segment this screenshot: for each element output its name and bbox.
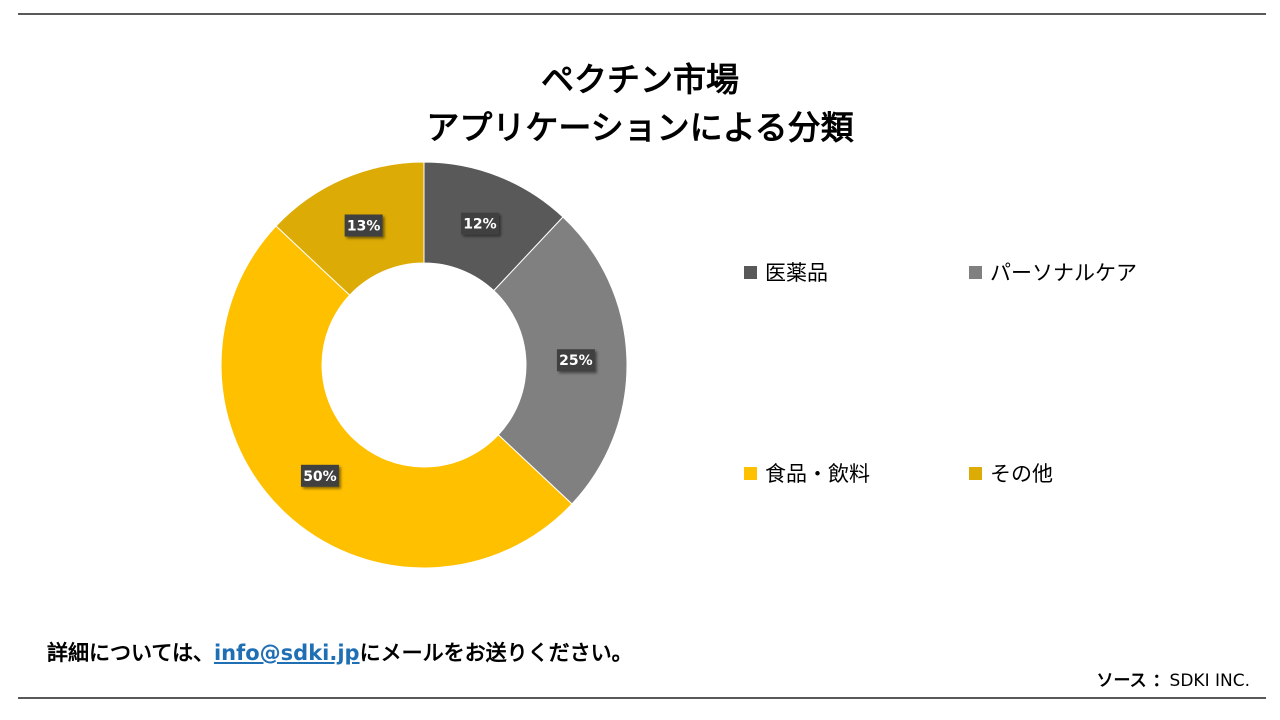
- source-value: SDKI INC.: [1169, 671, 1250, 691]
- data-label-pharma: 12%: [460, 212, 499, 235]
- data-label-box: [344, 214, 383, 237]
- chart-title: ペクチン市場 アプリケーションによる分類: [0, 56, 1280, 152]
- legend-swatch: [969, 466, 982, 480]
- data-label-personal-care: 25%: [556, 349, 595, 372]
- data-label-other: 13%: [344, 214, 383, 237]
- legend-label: 医薬品: [765, 261, 828, 285]
- footer-note: 詳細については、info@sdki.jpにメールをお送りください。: [47, 637, 633, 667]
- data-label-text: 50%: [303, 469, 337, 485]
- legend-label: その他: [990, 462, 1053, 486]
- legend-item-pharma: 医薬品: [744, 257, 828, 287]
- legend-swatch: [744, 265, 757, 279]
- source-label: ソース ：: [1096, 671, 1170, 691]
- email-link[interactable]: info@sdki.jp: [213, 641, 360, 665]
- source-credit: ソース ：SDKI INC.: [1096, 666, 1250, 691]
- data-label-box: [556, 349, 595, 372]
- legend-label: 食品・飲料: [765, 462, 870, 486]
- data-label-food-beverage: 50%: [300, 464, 339, 487]
- legend-swatch: [744, 466, 757, 480]
- legend-label: パーソナルケア: [990, 261, 1137, 285]
- data-label-box: [460, 212, 499, 235]
- bottom-rule: [18, 697, 1266, 699]
- legend-item-food-beverage: 食品・飲料: [744, 458, 870, 488]
- top-rule: [18, 13, 1266, 15]
- legend-swatch: [969, 265, 982, 279]
- footer-note-suffix: にメールをお送りください。: [359, 641, 633, 665]
- chart-title-line: ペクチン市場: [541, 60, 739, 99]
- data-label-text: 25%: [559, 353, 593, 369]
- data-label-text: 12%: [463, 217, 497, 233]
- chart-subtitle-line: アプリケーションによる分類: [426, 108, 854, 147]
- legend-item-other: その他: [969, 458, 1053, 488]
- legend-item-personal-care: パーソナルケア: [969, 257, 1137, 287]
- data-label-box: [300, 464, 339, 487]
- footer-note-prefix: 詳細については、: [47, 641, 214, 665]
- data-label-text: 13%: [347, 219, 381, 235]
